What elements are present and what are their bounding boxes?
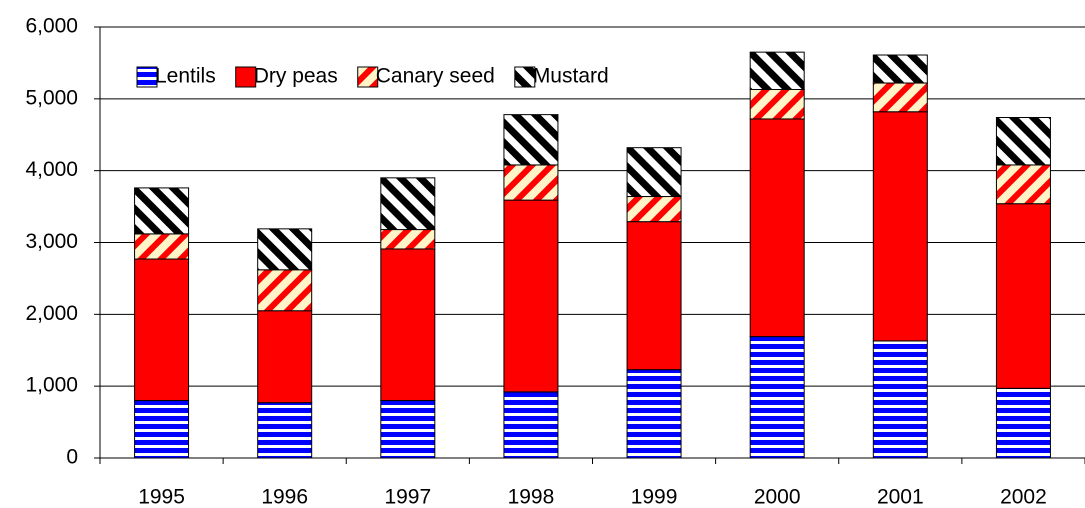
y-tick-label: 4,000 bbox=[25, 158, 78, 181]
bar-segment bbox=[872, 340, 928, 459]
bar-segment bbox=[134, 258, 190, 402]
y-tick-label: 1,000 bbox=[25, 374, 78, 397]
x-tick-label: 1998 bbox=[508, 486, 555, 508]
legend-label: Mustard bbox=[533, 65, 609, 88]
x-tick-label: 1995 bbox=[138, 486, 185, 508]
bar-segment bbox=[872, 82, 928, 113]
bar-segment bbox=[380, 229, 436, 250]
x-tick-label: 1999 bbox=[631, 486, 678, 508]
bar-segment bbox=[749, 51, 805, 90]
bar-segment bbox=[380, 248, 436, 402]
bar-segment bbox=[749, 88, 805, 120]
legend-swatch bbox=[514, 66, 536, 88]
bar-segment bbox=[995, 117, 1051, 166]
bar-segment bbox=[380, 400, 436, 459]
legend-swatch bbox=[357, 66, 379, 88]
bar-segment bbox=[995, 164, 1051, 205]
bar-segment bbox=[503, 391, 559, 459]
bar-segment bbox=[257, 402, 313, 459]
bar-segment bbox=[749, 118, 805, 338]
legend-label: Canary seed bbox=[376, 65, 495, 88]
bar-segment bbox=[134, 187, 190, 235]
bar-segment bbox=[872, 111, 928, 342]
x-tick-label: 1997 bbox=[384, 486, 431, 508]
legend-label: Dry peas bbox=[254, 65, 338, 88]
bar-segment bbox=[995, 387, 1051, 459]
bar-segment bbox=[749, 336, 805, 459]
y-tick-label: 3,000 bbox=[25, 230, 78, 253]
bar-segment bbox=[134, 400, 190, 459]
y-tick-label: 5,000 bbox=[25, 86, 78, 109]
bar-segment bbox=[257, 228, 313, 271]
y-tick-label: 2,000 bbox=[25, 302, 78, 325]
legend-label: Lentils bbox=[155, 65, 216, 88]
x-tick-label: 2001 bbox=[877, 486, 924, 508]
bar-segment bbox=[995, 203, 1051, 389]
x-tick-label: 1996 bbox=[261, 486, 308, 508]
bar-segment bbox=[134, 233, 190, 260]
bar-segment bbox=[257, 269, 313, 312]
legend-swatch bbox=[235, 66, 257, 88]
bar-segment bbox=[626, 147, 682, 198]
bar-segment bbox=[626, 196, 682, 223]
bar-segment bbox=[503, 199, 559, 393]
bar-segment bbox=[503, 164, 559, 201]
legend-swatch bbox=[136, 66, 158, 88]
x-tick-label: 2002 bbox=[1000, 486, 1047, 508]
bar-segment bbox=[503, 114, 559, 166]
x-tick-label: 2000 bbox=[754, 486, 801, 508]
y-tick-label: 0 bbox=[66, 446, 78, 469]
bar-segment bbox=[626, 221, 682, 371]
bar-segment bbox=[380, 177, 436, 231]
bar-segment bbox=[257, 310, 313, 404]
bar-segment bbox=[626, 369, 682, 459]
bar-segment bbox=[872, 54, 928, 84]
y-tick-label: 6,000 bbox=[25, 15, 78, 38]
